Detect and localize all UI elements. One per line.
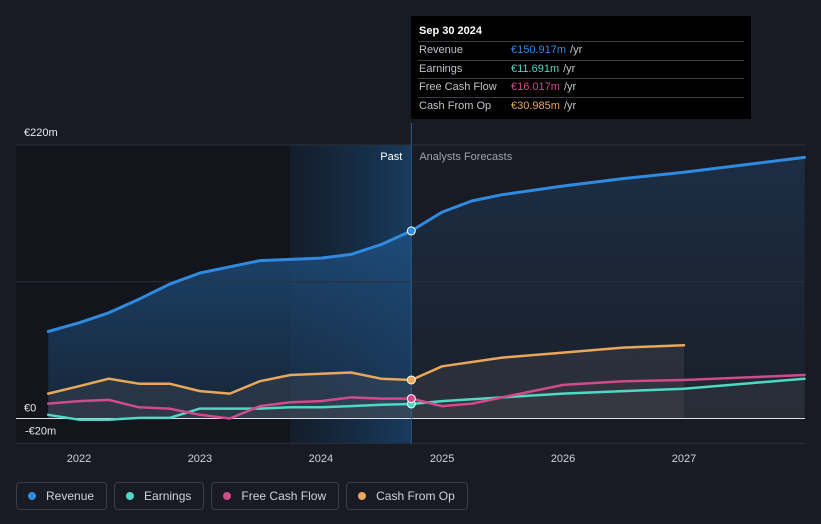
legend-item-free-cash-flow[interactable]: Free Cash Flow [211,482,340,510]
tooltip-value: €11.691m [511,62,560,75]
legend-dot-icon [126,492,135,500]
x-tick-label: 2024 [309,453,333,465]
series-line-earnings [46,377,806,421]
legend-dot-icon [28,492,36,500]
legend-dot-icon [358,492,367,500]
series-line-free-cash-flow [46,373,806,420]
legend-label: Free Cash Flow [241,489,327,503]
past-label: Past [380,151,402,163]
legend-dot-icon [223,492,232,500]
legend-item-revenue[interactable]: Revenue [16,482,108,510]
tooltip-unit: /yr [563,99,577,112]
tooltip-row: Earnings €11.691m/yr [418,59,744,79]
y-tick-label: €0 [24,403,36,415]
tooltip-row: Revenue €150.917m/yr [418,41,744,60]
x-tick-label: 2026 [551,453,575,465]
x-tick-label: 2027 [672,453,696,465]
data-point-revenue [406,226,416,236]
tooltip-unit: /yr [563,62,576,75]
y-tick-label: €220m [24,127,58,139]
x-tick-label: 2022 [67,453,91,465]
tooltip-row: Free Cash Flow €16.017m/yr [418,78,744,97]
data-point-free-cash-flow [406,394,416,404]
legend-label: Earnings [144,489,192,503]
revenue-area-past [48,230,412,419]
series-line-revenue [46,155,807,333]
tooltip-label: Earnings [419,62,463,75]
x-tick-label: 2025 [430,453,454,465]
tooltip-row: Cash From Op €30.985m/yr [418,96,744,116]
legend-label: Revenue [46,489,95,503]
data-point-cash-from-op [406,375,416,385]
legend-label: Cash From Op [376,489,455,503]
forecast-label: Analysts Forecasts [419,151,512,163]
legend-item-cash-from-op[interactable]: Cash From Op [346,482,468,510]
series-area [48,345,684,419]
tooltip-label: Cash From Op [419,99,492,112]
tooltip-label: Revenue [419,44,464,56]
legend-item-earnings[interactable]: Earnings [114,482,205,510]
y-tick-label: -€20m [25,425,56,437]
tooltip: Sep 30 2024 Revenue €150.917m/yr Earnings €… [411,16,751,119]
series-area [48,375,805,419]
tooltip-unit: /yr [563,81,577,93]
tooltip-date: Sep 30 2024 [419,25,482,37]
tooltip-value: €150.917m [511,44,567,56]
tooltip-unit: /yr [570,44,583,56]
tooltip-label: Free Cash Flow [419,81,497,93]
tooltip-value: €30.985m [511,99,560,112]
chart: €220m €0 -€20m 2022 2023 2024 2025 2026 2027 Past… [16,123,807,465]
tooltip-value: €16.017m [511,81,560,93]
series-line-cash-from-op [46,343,686,395]
legend: Revenue Earnings Free Cash Flow Cash From O… [16,482,468,510]
x-tick-label: 2023 [188,453,212,465]
revenue-area-forecast [411,157,805,419]
